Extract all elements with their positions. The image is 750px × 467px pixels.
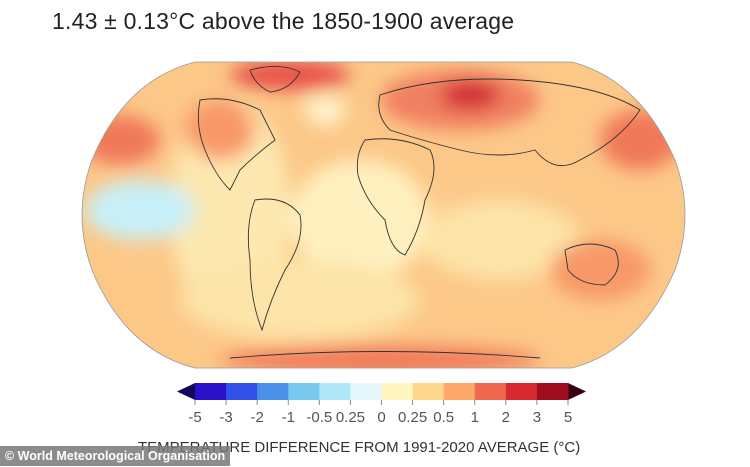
colorbar-segment bbox=[350, 383, 382, 400]
colorbar-segment bbox=[226, 383, 258, 400]
colorbar: -5 -3 -2 -1 -0.5 0.25 0 0.25 0.5 1 2 3 5 bbox=[177, 383, 586, 426]
colorbar-segment bbox=[443, 383, 476, 400]
colorbar-tick-label: 0.25 bbox=[336, 409, 365, 426]
map-title: 1.43 ± 0.13°C above the 1850-1900 averag… bbox=[52, 8, 515, 34]
colorbar-tick-label: 1 bbox=[471, 409, 479, 426]
coastlines bbox=[197, 66, 641, 359]
colorbar-segment bbox=[319, 383, 351, 400]
colorbar-segment bbox=[536, 383, 569, 400]
colorbar-tick-label: 0 bbox=[377, 409, 385, 426]
colorbar-tick-label: 3 bbox=[533, 409, 541, 426]
colorbar-tick-label: -0.5 bbox=[306, 409, 332, 426]
colorbar-tick-label: -1 bbox=[282, 409, 295, 426]
colorbar-over-arrow bbox=[568, 383, 586, 400]
colorbar-segment bbox=[505, 383, 538, 400]
colorbar-tick-label: 0.25 bbox=[398, 409, 427, 426]
colorbar-segment bbox=[288, 383, 320, 400]
anomaly-field bbox=[82, 62, 685, 368]
colorbar-segment bbox=[412, 383, 445, 400]
colorbar-segment bbox=[195, 383, 227, 400]
colorbar-segment bbox=[381, 383, 414, 400]
colorbar-tick-label: 5 bbox=[564, 409, 572, 426]
colorbar-segment bbox=[257, 383, 289, 400]
colorbar-label: TEMPERATURE DIFFERENCE FROM 1991-2020 AV… bbox=[138, 439, 581, 456]
credit-watermark: © World Meteorological Organisation bbox=[0, 446, 231, 466]
colorbar-tick-label: -2 bbox=[250, 409, 263, 426]
colorbar-tick-label: 2 bbox=[502, 409, 510, 426]
colorbar-tick-label: 0.5 bbox=[433, 409, 454, 426]
colorbar-segment bbox=[474, 383, 507, 400]
map-border bbox=[81, 61, 686, 369]
colorbar-tick-label: -5 bbox=[188, 409, 201, 426]
colorbar-tick-label: -3 bbox=[219, 409, 232, 426]
colorbar-under-arrow bbox=[177, 383, 195, 400]
